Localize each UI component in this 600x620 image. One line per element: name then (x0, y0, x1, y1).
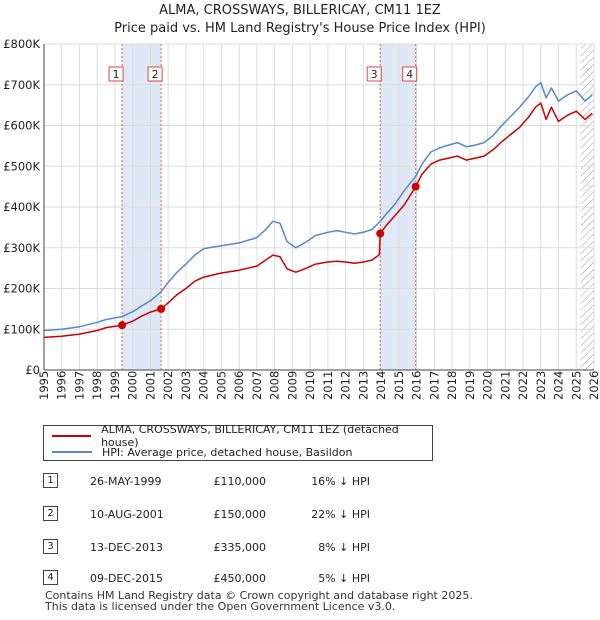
x-tick-label: 2000 (126, 371, 140, 400)
x-tick-label: 1996 (55, 371, 69, 400)
x-tick-label: 1995 (37, 371, 51, 400)
y-tick-label: £700K (3, 78, 40, 92)
y-tick-label: £200K (3, 282, 40, 296)
x-tick-label: 2013 (356, 371, 370, 400)
x-tick-label: 2022 (516, 371, 530, 400)
x-tick-label: 2004 (197, 371, 211, 400)
sale-point-3 (376, 229, 385, 238)
transaction-hpi: 22% ↓ HPI (311, 508, 370, 521)
transaction-marker: 3 (43, 539, 58, 554)
legend-label-hpi: HPI: Average price, detached house, Basi… (102, 445, 353, 459)
legend-label-property: ALMA, CROSSWAYS, BILLERICAY, CM11 1EZ (d… (101, 423, 399, 449)
sale-marker-label-4: 4 (406, 69, 413, 81)
x-tick-label: 1999 (108, 371, 122, 400)
x-tick-label: 2026 (587, 371, 600, 400)
transaction-date: 26-MAY-1999 (90, 475, 162, 488)
sale-marker-box-1 (108, 66, 124, 82)
x-tick-label: 2009 (285, 371, 299, 400)
sale-marker-label-2: 2 (152, 69, 159, 81)
table-row: 4 09-DEC-2015 £450,000 5% ↓ HPI (0, 567, 600, 587)
x-tick-label: 2006 (232, 371, 246, 400)
sale-marker-box-2 (147, 66, 163, 82)
table-row: 2 10-AUG-2001 £150,000 22% ↓ HPI (0, 503, 600, 523)
transaction-price: £335,000 (213, 541, 267, 554)
x-tick-label: 2011 (321, 371, 335, 400)
x-tick-label: 2007 (250, 371, 264, 400)
y-tick-label: £300K (3, 241, 40, 255)
y-tick-label: £400K (3, 200, 40, 214)
x-tick-label: 2025 (569, 371, 583, 400)
x-tick-label: 2020 (481, 371, 495, 400)
transaction-hpi: 16% ↓ HPI (311, 475, 370, 488)
sale-point-1 (118, 321, 127, 330)
transaction-marker: 4 (43, 570, 58, 585)
x-tick-label: 2002 (161, 371, 175, 400)
x-tick-label: 2018 (445, 371, 459, 400)
x-tick-label: 2024 (552, 371, 566, 400)
x-tick-label: 1998 (90, 371, 104, 400)
y-tick-label: £100K (3, 322, 40, 336)
y-tick-label: £600K (3, 119, 40, 133)
sale-marker-box-4 (402, 66, 418, 82)
x-tick-label: 2003 (179, 371, 193, 400)
footer: Contains HM Land Registry data © Crown c… (45, 590, 473, 612)
transaction-price: £110,000 (213, 475, 267, 488)
transaction-price: £450,000 (213, 572, 267, 585)
y-tick-label: £500K (3, 159, 40, 173)
x-tick-label: 2021 (498, 371, 512, 400)
transaction-marker: 1 (43, 473, 58, 488)
sale-point-2 (157, 304, 166, 313)
transaction-hpi: 5% ↓ HPI (318, 572, 370, 585)
x-tick-label: 2019 (463, 371, 477, 400)
x-tick-label: 2015 (392, 371, 406, 400)
sale-marker-label-3: 3 (371, 69, 378, 81)
table-row: 3 13-DEC-2013 £335,000 8% ↓ HPI (0, 536, 600, 556)
transaction-date: 09-DEC-2015 (90, 572, 164, 585)
chart-legend: ALMA, CROSSWAYS, BILLERICAY, CM11 1EZ (d… (43, 423, 433, 461)
y-tick-label: £800K (3, 37, 40, 51)
price-chart: 1 2 3 4 £0 £100K £200K £300K £400K £500K £600K £70… (3, 37, 600, 400)
x-tick-label: 1997 (72, 371, 86, 400)
transaction-hpi: 8% ↓ HPI (318, 541, 370, 554)
sale-marker-label-1: 1 (113, 69, 120, 81)
transaction-marker: 2 (43, 506, 58, 521)
chart-title-line1: ALMA, CROSSWAYS, BILLERICAY, CM11 1EZ (159, 3, 441, 18)
footer-copyright: Contains HM Land Registry data © Crown c… (45, 589, 473, 602)
footer-license: This data is licensed under the Open Gov… (45, 600, 396, 613)
y-tick-label: £0 (25, 363, 40, 377)
sale-point-4 (411, 182, 420, 191)
transaction-date: 13-DEC-2013 (90, 541, 164, 554)
x-tick-label: 2010 (303, 371, 317, 400)
series-line-hpi (43, 81, 593, 332)
x-tick-label: 2001 (143, 371, 157, 400)
series-line-property (43, 102, 593, 339)
x-tick-label: 2014 (374, 371, 388, 400)
x-tick-label: 2005 (214, 371, 228, 400)
transaction-price: £150,000 (213, 508, 267, 521)
table-row: 1 26-MAY-1999 £110,000 16% ↓ HPI (0, 470, 600, 490)
legend-line-red (52, 435, 92, 437)
x-tick-label: 2023 (534, 371, 548, 400)
x-tick-label: 2016 (410, 371, 424, 400)
x-tick-label: 2012 (339, 371, 353, 400)
legend-item-property: ALMA, CROSSWAYS, BILLERICAY, CM11 1EZ (d… (52, 423, 432, 449)
legend-item-hpi: HPI: Average price, detached house, Basi… (52, 444, 352, 460)
chart-title: ALMA, CROSSWAYS, BILLERICAY, CM11 1EZ Pr… (0, 2, 600, 38)
transaction-date: 10-AUG-2001 (90, 508, 164, 521)
chart-title-line2: Price paid vs. HM Land Registry's House … (114, 21, 486, 36)
x-tick-label: 2017 (427, 371, 441, 400)
legend-line-blue (52, 451, 92, 453)
x-tick-label: 2008 (268, 371, 282, 400)
sale-marker-box-3 (366, 66, 382, 82)
